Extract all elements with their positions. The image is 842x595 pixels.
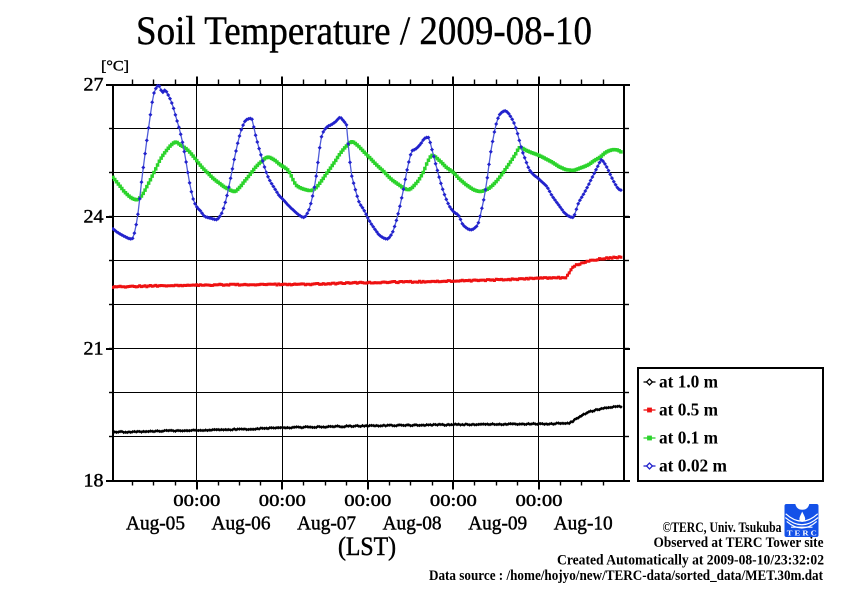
svg-text:00:00: 00:00: [259, 491, 306, 510]
svg-text:00:00: 00:00: [430, 491, 477, 510]
svg-text:00:00: 00:00: [344, 491, 391, 510]
svg-text:Aug-10: Aug-10: [554, 513, 613, 535]
svg-text:Data source : /home/hojyo/new/: Data source : /home/hojyo/new/TERC-data/…: [429, 568, 823, 584]
svg-text:(LST): (LST): [338, 532, 396, 561]
svg-text:T E R C: T E R C: [787, 529, 817, 538]
svg-text:at 0.5 m: at 0.5 m: [659, 400, 718, 420]
svg-text:at 0.1 m: at 0.1 m: [659, 428, 718, 448]
svg-text:at 0.02 m: at 0.02 m: [659, 456, 727, 476]
svg-text:Soil Temperature / 2009-08-10: Soil Temperature / 2009-08-10: [136, 8, 592, 53]
svg-text:00:00: 00:00: [173, 491, 220, 510]
svg-text:21: 21: [84, 340, 104, 360]
svg-text:Aug-07: Aug-07: [297, 513, 356, 535]
svg-text:18: 18: [84, 472, 104, 492]
svg-text:Aug-09: Aug-09: [468, 513, 527, 535]
svg-text:at 1.0 m: at 1.0 m: [659, 372, 718, 392]
svg-text:27: 27: [84, 76, 104, 96]
svg-text:Aug-05: Aug-05: [126, 513, 185, 535]
svg-text:[°C]: [°C]: [101, 59, 129, 75]
svg-text:00:00: 00:00: [516, 491, 563, 510]
svg-text:©TERC, Univ. Tsukuba: ©TERC, Univ. Tsukuba: [663, 520, 782, 536]
svg-text:Aug-06: Aug-06: [212, 513, 271, 535]
svg-text:24: 24: [84, 208, 104, 228]
svg-text:Aug-08: Aug-08: [383, 513, 442, 535]
svg-text:Observed at TERC Tower site: Observed at TERC Tower site: [654, 535, 824, 551]
svg-text:Created Automatically at 2009-: Created Automatically at 2009-08-10/23:3…: [557, 552, 824, 568]
